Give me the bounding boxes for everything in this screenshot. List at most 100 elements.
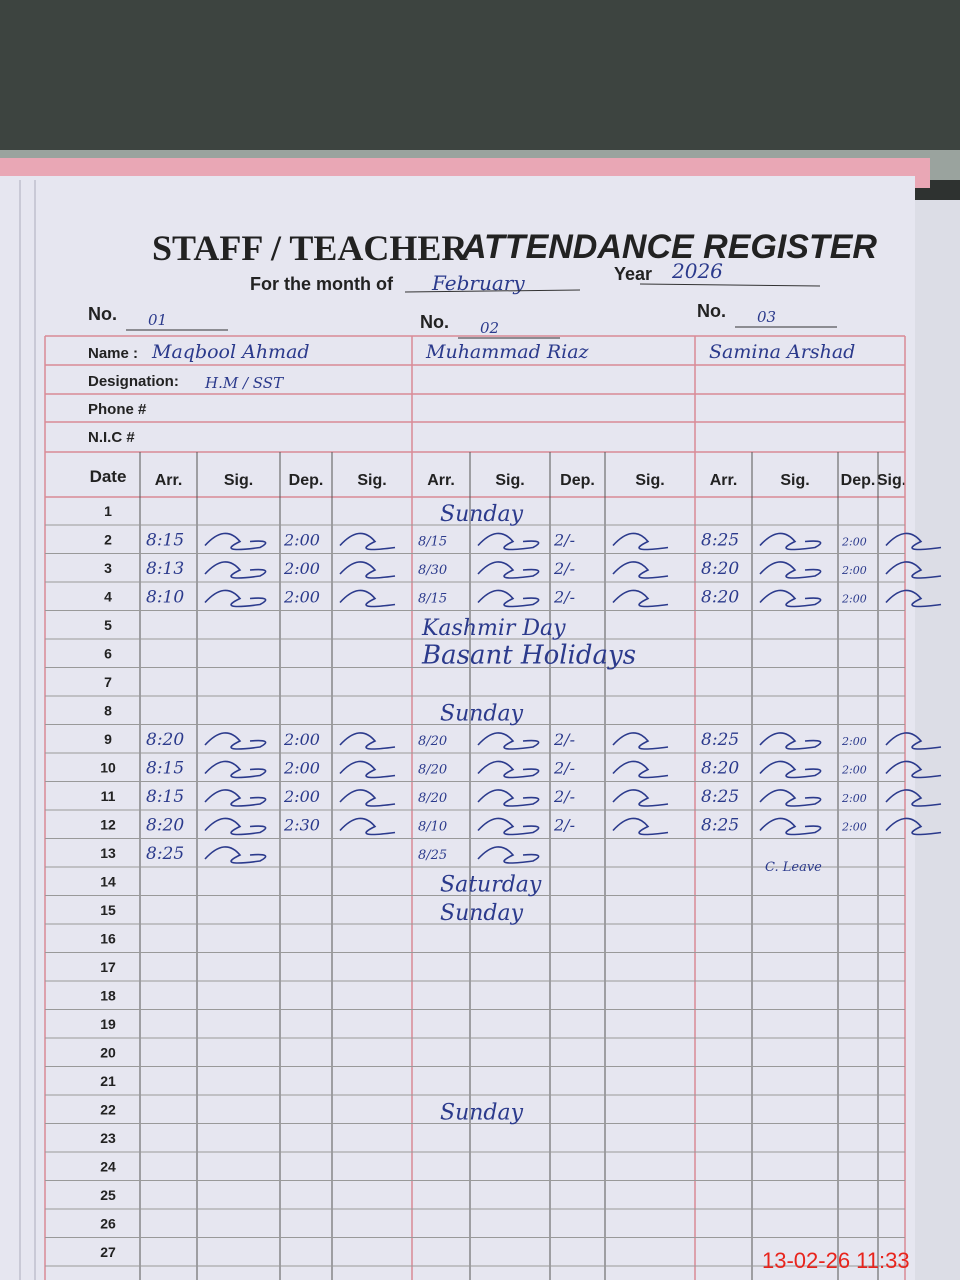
arrival: 8/15 (418, 535, 447, 550)
signature (339, 561, 396, 579)
signature (477, 561, 540, 579)
departure: 2/- (553, 787, 575, 806)
date: 17 (100, 959, 116, 975)
note: Sunday (440, 901, 524, 926)
signature (759, 760, 822, 779)
date: 3 (104, 560, 112, 576)
title-left: STAFF / TEACHER (152, 228, 468, 268)
signature (612, 789, 669, 807)
col-dep: Dep. (560, 472, 595, 489)
signature (612, 732, 669, 750)
col-dep: Dep. (289, 472, 324, 489)
arrival: 8/30 (418, 563, 447, 578)
signature (204, 817, 267, 836)
signature (759, 561, 822, 579)
signature (339, 589, 396, 608)
col-sig: Sig. (357, 472, 386, 489)
date: 11 (101, 788, 116, 804)
signature (885, 789, 942, 807)
no-label: No. (420, 312, 449, 332)
arrival: 8:20 (701, 588, 739, 608)
staff-no: 02 (480, 319, 499, 337)
col-sig: Sig. (780, 472, 809, 489)
departure: 2:30 (283, 816, 320, 835)
date: 8 (104, 703, 112, 719)
month-label: For the month of (250, 274, 394, 294)
signature (477, 817, 540, 836)
arrival: 8/20 (418, 734, 447, 749)
note: Sunday (440, 502, 524, 527)
staff-name: Samina Arshad (709, 341, 855, 363)
date: 4 (104, 589, 112, 605)
col-sig: Sig. (224, 472, 253, 489)
signature (477, 789, 540, 807)
arrival: 8/15 (418, 592, 447, 607)
timestamp: 13-02-26 11:33 (762, 1248, 910, 1273)
departure: 2/- (553, 816, 575, 835)
signature (885, 760, 942, 779)
year: 2026 (671, 259, 723, 283)
departure: 2:00 (283, 559, 320, 578)
staff-name: Maqbool Ahmad (151, 341, 310, 363)
date: 10 (100, 760, 116, 776)
arrival: 8:13 (146, 559, 184, 579)
departure: 2:00 (841, 564, 867, 577)
signature (477, 589, 540, 608)
date: 13 (100, 845, 116, 861)
date: 2 (104, 532, 112, 548)
date: 18 (100, 988, 116, 1004)
arrival: 8:25 (701, 787, 739, 807)
signature (612, 532, 669, 551)
signature (612, 817, 669, 836)
departure: 2/- (553, 759, 575, 778)
date: 6 (104, 646, 112, 662)
arrival: 8/10 (418, 820, 447, 835)
departure: 2/- (553, 559, 575, 578)
arrival: 8:15 (146, 531, 184, 551)
date: 22 (100, 1102, 116, 1118)
name-label: Name : (88, 345, 138, 362)
col-sig: Sig. (495, 472, 524, 489)
departure: 2:00 (841, 536, 867, 549)
date: 23 (100, 1130, 116, 1146)
date: 14 (100, 874, 116, 890)
departure: 2:00 (841, 792, 867, 805)
signature (759, 532, 822, 551)
signature (885, 589, 942, 608)
signature (339, 732, 396, 750)
date: 21 (100, 1073, 116, 1089)
year-label: Year (614, 264, 652, 284)
arrival: 8:25 (701, 816, 739, 836)
departure: 2/- (553, 588, 575, 607)
col-arr: Arr. (710, 472, 738, 489)
signature (204, 532, 267, 551)
col-arr: Arr. (427, 472, 455, 489)
signature (477, 760, 540, 779)
signature (885, 561, 942, 579)
date: 9 (104, 731, 112, 747)
arrival: 8:25 (146, 844, 184, 864)
phone-label: Phone # (88, 401, 147, 418)
signature (885, 532, 942, 551)
arrival: 8:10 (146, 588, 184, 608)
signature (759, 732, 822, 750)
arrival: 8:20 (701, 559, 739, 579)
arrival: 8:25 (701, 730, 739, 750)
note: Basant Holidays (421, 641, 636, 671)
signature (339, 789, 396, 807)
signature (885, 732, 942, 750)
date: 7 (104, 674, 112, 690)
background (0, 0, 960, 170)
signature (612, 589, 669, 608)
signature (477, 532, 540, 551)
sheet (0, 176, 915, 1280)
signature (759, 589, 822, 608)
arrival: 8/25 (418, 848, 447, 863)
date: 19 (100, 1016, 116, 1032)
date: 26 (100, 1216, 116, 1232)
signature (612, 561, 669, 579)
departure: 2/- (553, 531, 575, 550)
departure: 2:00 (283, 759, 320, 778)
